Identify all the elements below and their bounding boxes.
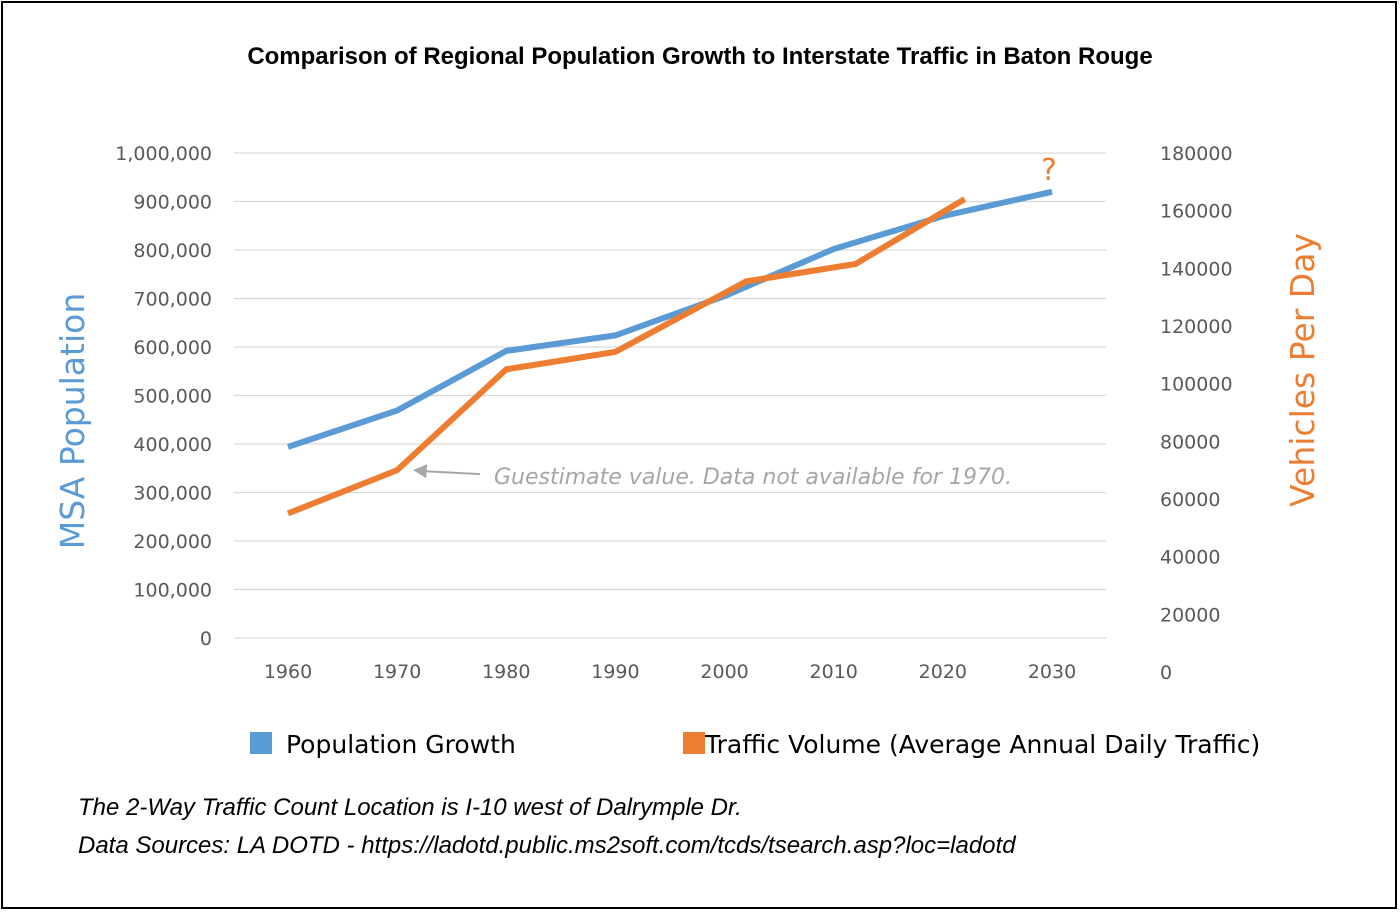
legend-swatch-traffic: [683, 732, 705, 754]
left-axis-label: MSA Population: [53, 293, 92, 549]
footnote-sources: Data Sources: LA DOTD - https://ladotd.p…: [78, 832, 1016, 859]
x-tick-label: 1990: [591, 661, 639, 683]
left-tick-label: 0: [200, 628, 212, 650]
right-axis-ticks: 0 20000 40000 60000 80000 100000 120000 140000 1…: [1160, 143, 1233, 684]
right-tick-label: 160000: [1160, 201, 1233, 223]
x-tick-label: 1970: [373, 661, 421, 683]
right-tick-label: 80000: [1160, 431, 1220, 453]
legend-swatch-population: [250, 732, 272, 754]
right-tick-label: 0: [1160, 662, 1172, 684]
right-tick-label: 20000: [1160, 604, 1220, 626]
x-tick-label: 2020: [919, 661, 967, 683]
question-mark-annotation: ?: [1041, 153, 1057, 188]
chart-title: Comparison of Regional Population Growth…: [247, 43, 1152, 70]
right-tick-label: 40000: [1160, 547, 1220, 569]
right-tick-label: 60000: [1160, 489, 1220, 511]
right-tick-label: 100000: [1160, 374, 1233, 396]
left-tick-label: 1,000,000: [115, 143, 212, 165]
legend-label-population: Population Growth: [286, 730, 516, 759]
x-tick-label: 1960: [264, 661, 312, 683]
legend-population: Population Growth: [250, 730, 516, 759]
guestimate-note: Guestimate value. Data not available for…: [494, 465, 1012, 490]
guestimate-arrowhead: [413, 464, 428, 479]
right-tick-label: 120000: [1160, 316, 1233, 338]
guestimate-arrow: [423, 470, 481, 476]
left-tick-label: 400,000: [133, 434, 212, 456]
x-tick-label: 2030: [1028, 661, 1076, 683]
x-tick-label: 2010: [810, 661, 858, 683]
left-axis-ticks: 0 100,000 200,000 300,000 400,000 500,000 600,…: [115, 143, 212, 650]
left-tick-label: 900,000: [133, 192, 212, 214]
gridlines: [234, 152, 1106, 639]
legend-label-traffic: Traffic Volume (Average Annual Daily Tra…: [705, 730, 1261, 759]
right-tick-label: 140000: [1160, 258, 1233, 280]
left-tick-label: 300,000: [133, 483, 212, 505]
left-tick-label: 100,000: [133, 580, 212, 602]
left-tick-label: 200,000: [133, 531, 212, 553]
x-tick-label: 2000: [700, 661, 748, 683]
left-tick-label: 600,000: [133, 337, 212, 359]
left-tick-label: 800,000: [133, 240, 212, 262]
legend-traffic: Traffic Volume (Average Annual Daily Tra…: [683, 730, 1260, 759]
footnote-location: The 2-Way Traffic Count Location is I-10…: [78, 794, 742, 821]
right-tick-label: 180000: [1160, 143, 1233, 165]
left-tick-label: 500,000: [133, 386, 212, 408]
series-lines: [286, 188, 1053, 517]
x-tick-label: 1980: [482, 661, 530, 683]
right-axis-label: Vehicles Per Day: [1283, 233, 1322, 507]
left-tick-label: 700,000: [133, 289, 212, 311]
x-axis-ticks: 1960 1970 1980 1990 2000 2010 2020 2030: [264, 661, 1076, 683]
annotations: [413, 464, 481, 479]
